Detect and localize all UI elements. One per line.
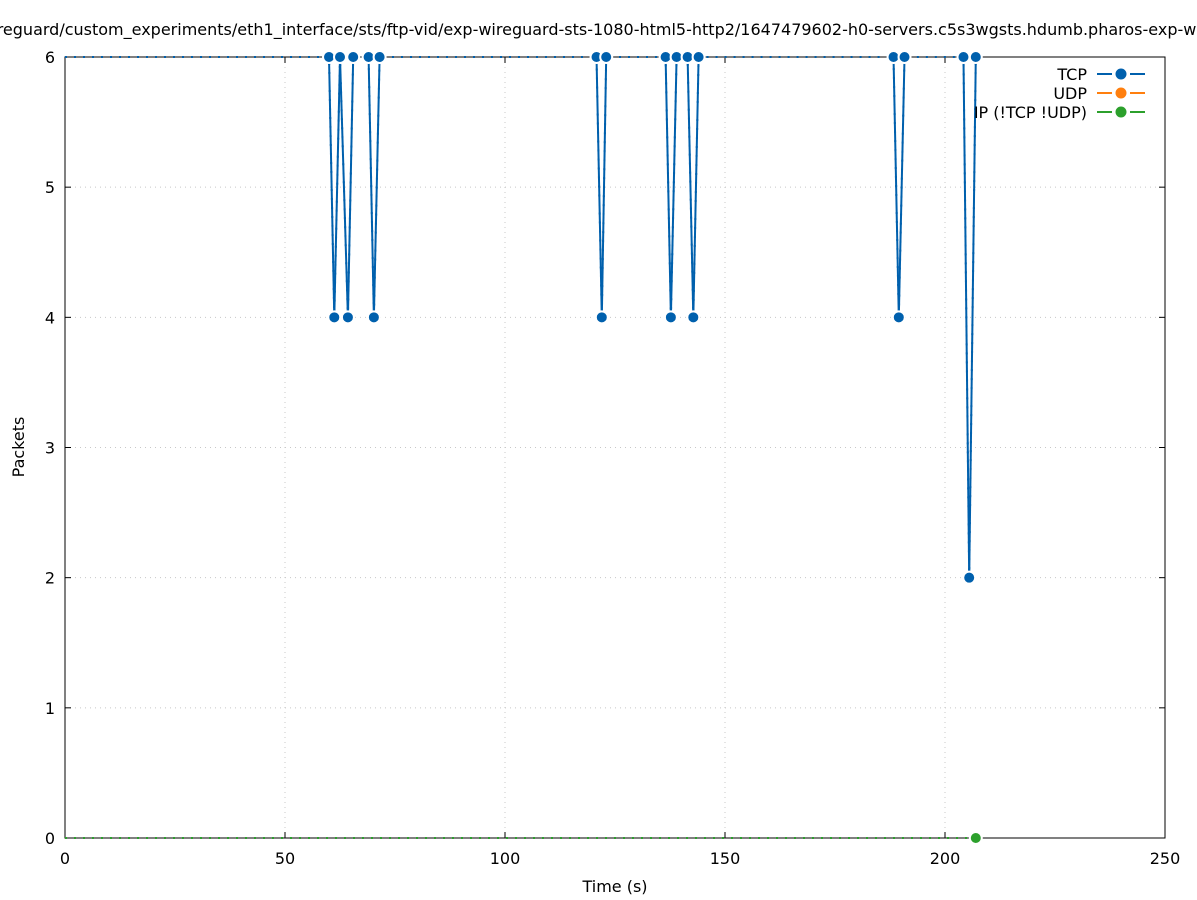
series-line-segment [367, 56, 375, 318]
y-tick-label: 6 [45, 48, 55, 67]
series-line-segment [372, 56, 381, 318]
series-line-segment [595, 56, 603, 318]
x-tick-label: 250 [1150, 849, 1181, 868]
data-point [962, 570, 977, 585]
series-line-segment [600, 56, 608, 318]
series-line-segment [962, 56, 971, 578]
series-line-flat [65, 56, 977, 578]
series-layer [65, 50, 983, 845]
data-point [968, 50, 983, 64]
x-tick-label: 50 [275, 849, 295, 868]
series-line-segment [664, 56, 672, 318]
series-line-segment [686, 56, 695, 318]
data-point [891, 310, 906, 325]
x-tick-label: 200 [930, 849, 961, 868]
data-point [686, 310, 701, 325]
data-point [333, 50, 347, 64]
y-tick-label: 0 [45, 829, 55, 848]
data-point [372, 50, 387, 64]
x-axis-label: Time (s) [581, 877, 647, 896]
axis-ticks: 0 50 100 150 200 250 0 1 2 3 4 5 6 [45, 48, 1180, 868]
data-point [968, 831, 983, 845]
legend-item: TCP [1056, 65, 1145, 84]
data-point [346, 50, 361, 64]
series-line-segment [346, 56, 355, 318]
data-point [956, 50, 971, 64]
series-line-segment [328, 56, 336, 318]
series-tcp [65, 50, 983, 585]
x-tick-label: 150 [710, 849, 741, 868]
y-axis-label: Packets [9, 417, 28, 478]
data-point [327, 310, 342, 325]
legend-marker [1114, 67, 1128, 81]
x-tick-label: 0 [60, 849, 70, 868]
legend-label: UDP [1053, 84, 1087, 103]
series-line-segment [968, 56, 977, 578]
series-line-segment [897, 56, 906, 318]
data-point [594, 310, 609, 325]
legend-marker [1114, 105, 1128, 119]
legend-label: IP (!TCP !UDP) [974, 103, 1087, 122]
data-point [691, 50, 706, 64]
series-line-segment [333, 56, 341, 318]
data-point [663, 310, 678, 325]
y-tick-label: 4 [45, 308, 55, 327]
y-tick-label: 5 [45, 178, 55, 197]
legend-marker [1114, 86, 1128, 100]
chart-title: wireguard/custom_experiments/eth1_interf… [0, 20, 1197, 40]
legend-item: UDP [1053, 84, 1145, 103]
y-tick-label: 1 [45, 699, 55, 718]
data-point [599, 50, 614, 64]
series-ip-tcp-udp [65, 831, 983, 845]
data-point [366, 310, 381, 325]
data-point [340, 310, 355, 325]
series-line-segment [892, 56, 900, 318]
y-tick-label: 3 [45, 439, 55, 458]
grid-lines [65, 57, 1165, 838]
legend-label: TCP [1056, 65, 1087, 84]
y-tick-label: 2 [45, 569, 55, 588]
legend-item: IP (!TCP !UDP) [974, 103, 1145, 122]
x-tick-label: 100 [490, 849, 521, 868]
series-line-segment [692, 56, 700, 318]
series-line-segment [339, 56, 349, 318]
series-line-segment [669, 56, 678, 318]
data-point [897, 50, 912, 64]
